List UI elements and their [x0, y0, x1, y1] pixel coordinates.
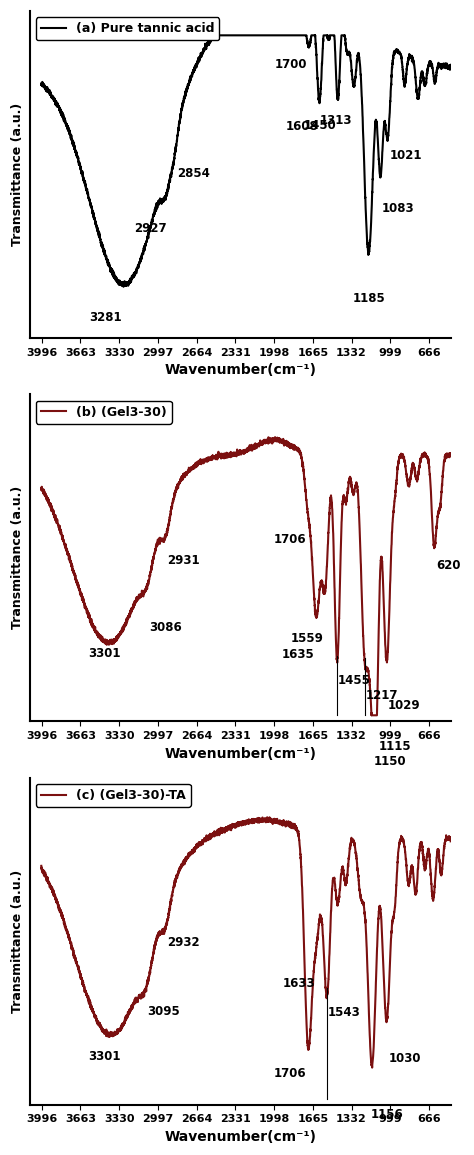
- Text: 2931: 2931: [167, 554, 200, 567]
- Text: 3301: 3301: [88, 647, 121, 661]
- Text: 1455: 1455: [338, 675, 371, 687]
- X-axis label: Wavenumber(cm⁻¹): Wavenumber(cm⁻¹): [164, 1130, 316, 1143]
- X-axis label: Wavenumber(cm⁻¹): Wavenumber(cm⁻¹): [164, 364, 316, 378]
- Text: 1156: 1156: [371, 1108, 403, 1122]
- Legend: (c) (Gel3-30)-TA: (c) (Gel3-30)-TA: [36, 784, 191, 807]
- Y-axis label: Transmittance (a.u.): Transmittance (a.u.): [11, 486, 24, 629]
- Text: 3281: 3281: [89, 311, 121, 323]
- Text: 3301: 3301: [88, 1050, 120, 1063]
- Y-axis label: Transmittance (a.u.): Transmittance (a.u.): [11, 870, 24, 1013]
- Text: 1217: 1217: [365, 688, 398, 702]
- Text: 1450: 1450: [304, 119, 337, 132]
- Text: 1021: 1021: [390, 149, 422, 163]
- Legend: (a) Pure tannic acid: (a) Pure tannic acid: [36, 17, 219, 40]
- Text: 1706: 1706: [274, 532, 307, 545]
- Text: 1029: 1029: [388, 700, 420, 713]
- Text: 1185: 1185: [352, 292, 385, 305]
- Text: 1608: 1608: [285, 120, 318, 133]
- Text: 1083: 1083: [382, 202, 414, 215]
- Text: 2927: 2927: [135, 222, 167, 234]
- Text: 1559: 1559: [291, 632, 324, 646]
- Text: 620: 620: [437, 559, 461, 572]
- Text: 1115: 1115: [379, 739, 412, 753]
- Text: 1313: 1313: [320, 114, 352, 127]
- Text: 1700: 1700: [274, 58, 307, 72]
- Text: 1543: 1543: [328, 1006, 361, 1019]
- X-axis label: Wavenumber(cm⁻¹): Wavenumber(cm⁻¹): [164, 746, 316, 761]
- Text: 3095: 3095: [148, 1005, 181, 1018]
- Text: 2854: 2854: [177, 167, 210, 180]
- Text: 1150: 1150: [373, 754, 406, 768]
- Legend: (b) (Gel3-30): (b) (Gel3-30): [36, 401, 172, 424]
- Text: 2932: 2932: [167, 936, 200, 948]
- Text: 3086: 3086: [149, 621, 182, 634]
- Text: 1633: 1633: [283, 977, 315, 990]
- Text: 1635: 1635: [282, 648, 315, 661]
- Y-axis label: Transmittance (a.u.): Transmittance (a.u.): [11, 103, 24, 246]
- Text: 1706: 1706: [274, 1066, 307, 1080]
- Text: 1030: 1030: [389, 1051, 421, 1065]
